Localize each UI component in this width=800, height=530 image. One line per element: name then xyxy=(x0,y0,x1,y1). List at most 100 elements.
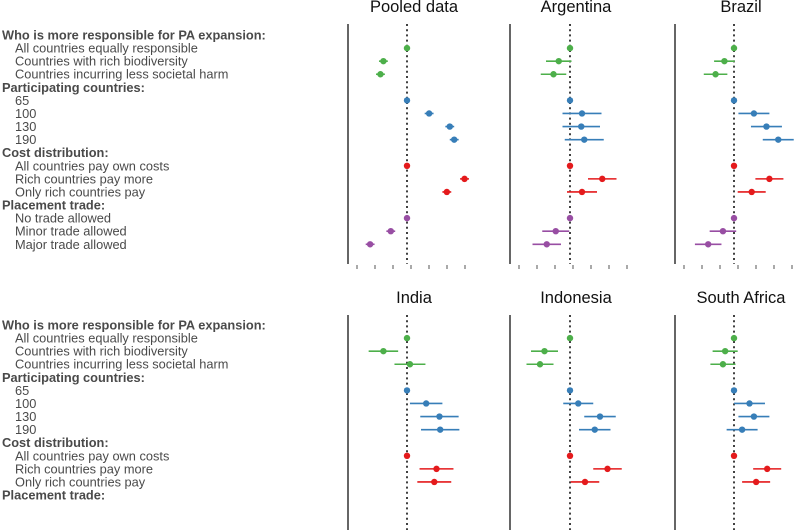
level-label: Rich countries pay more xyxy=(15,171,153,186)
level-label: Only rich countries pay xyxy=(15,184,146,199)
estimate-point xyxy=(446,123,453,130)
estimate-point xyxy=(387,228,394,235)
estimate-point xyxy=(566,44,574,52)
estimate-point xyxy=(550,71,557,78)
level-label: 65 xyxy=(15,93,29,108)
group-header-label: Participating countries: xyxy=(2,370,145,385)
panel-title: Pooled data xyxy=(370,0,459,16)
level-label: 190 xyxy=(15,422,36,437)
estimate-point xyxy=(581,136,588,143)
estimate-point xyxy=(566,387,574,394)
group-header-label: Cost distribution: xyxy=(2,435,109,450)
estimate-point xyxy=(721,347,729,355)
panel-title: Indonesia xyxy=(540,289,612,307)
panel-title: India xyxy=(396,289,433,307)
level-label: 130 xyxy=(15,119,36,134)
panel-title: Brazil xyxy=(720,0,761,16)
level-label: Countries with rich biodiversity xyxy=(15,344,188,359)
estimate-point xyxy=(750,110,758,117)
estimate-point xyxy=(461,175,468,183)
estimate-point xyxy=(403,44,411,52)
estimate-point xyxy=(425,110,433,117)
estimate-point xyxy=(403,334,411,342)
estimate-point xyxy=(591,426,598,433)
estimate-point xyxy=(380,57,387,65)
estimate-point xyxy=(704,241,712,248)
estimate-point xyxy=(578,110,586,117)
estimate-point xyxy=(596,413,604,420)
group-header-label: Cost distribution: xyxy=(2,145,109,160)
estimate-point xyxy=(750,413,758,420)
estimate-point xyxy=(766,175,773,183)
estimate-point xyxy=(377,71,384,78)
estimate-point xyxy=(721,57,728,65)
estimate-point xyxy=(566,214,574,222)
estimate-point xyxy=(555,57,562,65)
estimate-point xyxy=(763,123,770,130)
estimate-point xyxy=(730,44,738,52)
estimate-point xyxy=(566,97,574,104)
estimate-point xyxy=(380,347,387,355)
estimate-point xyxy=(566,452,574,459)
estimate-point xyxy=(406,361,414,368)
group-header-label: Who is more responsible for PA expansion… xyxy=(2,318,266,333)
estimate-point xyxy=(599,175,606,183)
estimate-point xyxy=(566,162,574,169)
estimate-point xyxy=(719,228,727,235)
level-label: 190 xyxy=(15,132,36,147)
estimate-point xyxy=(581,478,589,486)
estimate-point xyxy=(541,347,548,355)
estimate-point xyxy=(552,228,559,235)
level-label: Countries with rich biodiversity xyxy=(15,54,188,69)
level-label: 130 xyxy=(15,409,36,424)
estimate-point xyxy=(748,188,755,196)
level-label: Only rich countries pay xyxy=(15,474,146,489)
level-label: All countries equally responsible xyxy=(15,41,198,56)
estimate-point xyxy=(403,387,411,394)
group-header-label: Who is more responsible for PA expansion… xyxy=(2,28,266,43)
level-label: All countries pay own costs xyxy=(15,448,169,463)
estimate-point xyxy=(775,136,782,143)
group-header-label: Placement trade: xyxy=(2,198,105,213)
estimate-point xyxy=(403,97,411,104)
estimate-point xyxy=(730,387,738,394)
estimate-point xyxy=(436,413,443,420)
level-label: 100 xyxy=(15,396,36,411)
estimate-point xyxy=(543,241,550,248)
estimate-point xyxy=(738,426,746,433)
level-label: No trade allowed xyxy=(15,211,111,226)
estimate-point xyxy=(730,452,738,459)
estimate-point xyxy=(730,162,738,169)
panel-title: Argentina xyxy=(541,0,612,16)
estimate-point xyxy=(578,188,586,196)
group-header-label: Participating countries: xyxy=(2,80,145,95)
estimate-point xyxy=(719,361,727,368)
estimate-point xyxy=(578,123,585,130)
level-label: All countries pay own costs xyxy=(15,158,169,173)
estimate-point xyxy=(575,400,582,407)
estimate-point xyxy=(536,361,544,368)
estimate-point xyxy=(366,241,374,248)
level-label: Minor trade allowed xyxy=(15,224,127,239)
estimate-point xyxy=(433,465,440,473)
estimate-point xyxy=(436,426,444,433)
estimate-point xyxy=(712,71,719,78)
panel-title: South Africa xyxy=(697,289,787,307)
level-label: Major trade allowed xyxy=(15,237,127,252)
level-label: 65 xyxy=(15,383,29,398)
level-label: 100 xyxy=(15,106,36,121)
estimate-point xyxy=(403,214,411,222)
level-label: All countries equally responsible xyxy=(15,331,198,346)
estimate-point xyxy=(730,334,738,342)
estimate-point xyxy=(730,97,738,104)
estimate-point xyxy=(730,214,738,222)
estimate-point xyxy=(752,478,760,486)
estimate-point xyxy=(403,452,411,459)
level-label: Rich countries pay more xyxy=(15,461,153,476)
group-header-label: Placement trade: xyxy=(2,488,105,503)
estimate-point xyxy=(763,465,771,473)
level-label: Countries incurring less societal harm xyxy=(15,357,228,372)
estimate-point xyxy=(422,400,430,407)
estimate-point xyxy=(746,400,753,407)
estimate-point xyxy=(431,478,438,486)
